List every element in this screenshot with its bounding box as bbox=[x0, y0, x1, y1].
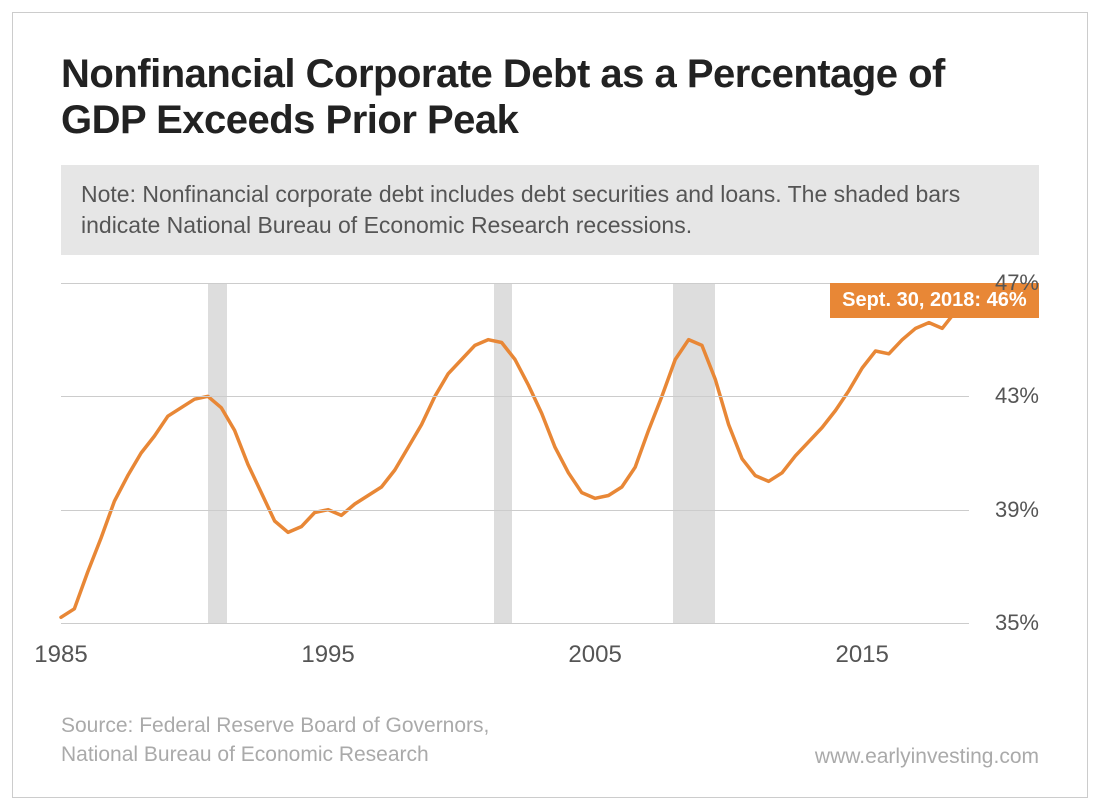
chart-title: Nonfinancial Corporate Debt as a Percent… bbox=[61, 51, 1039, 143]
x-tick-label: 1995 bbox=[301, 641, 354, 669]
x-tick-label: 2005 bbox=[568, 641, 621, 669]
source-text: Source: Federal Reserve Board of Governo… bbox=[61, 712, 489, 769]
line-svg bbox=[61, 283, 969, 623]
chart-frame: Nonfinancial Corporate Debt as a Percent… bbox=[12, 12, 1088, 798]
x-axis: 1985199520052015 bbox=[61, 631, 969, 673]
x-tick-label: 1985 bbox=[34, 641, 87, 669]
chart-area: Sept. 30, 2018: 46% 35%39%43%47% 1985199… bbox=[61, 283, 1039, 673]
y-tick-label: 35% bbox=[995, 610, 1039, 636]
y-tick-label: 47% bbox=[995, 270, 1039, 296]
gridline bbox=[61, 396, 969, 397]
y-tick-label: 39% bbox=[995, 497, 1039, 523]
x-tick-label: 2015 bbox=[835, 641, 888, 669]
plot-area: Sept. 30, 2018: 46% bbox=[61, 283, 969, 623]
chart-footer: Source: Federal Reserve Board of Governo… bbox=[61, 712, 1039, 769]
data-line bbox=[61, 303, 962, 618]
chart-note: Note: Nonfinancial corporate debt includ… bbox=[61, 165, 1039, 255]
gridline bbox=[61, 623, 969, 624]
website-text: www.earlyinvesting.com bbox=[815, 745, 1039, 769]
y-axis: 35%39%43%47% bbox=[977, 283, 1039, 623]
gridline bbox=[61, 510, 969, 511]
y-tick-label: 43% bbox=[995, 383, 1039, 409]
